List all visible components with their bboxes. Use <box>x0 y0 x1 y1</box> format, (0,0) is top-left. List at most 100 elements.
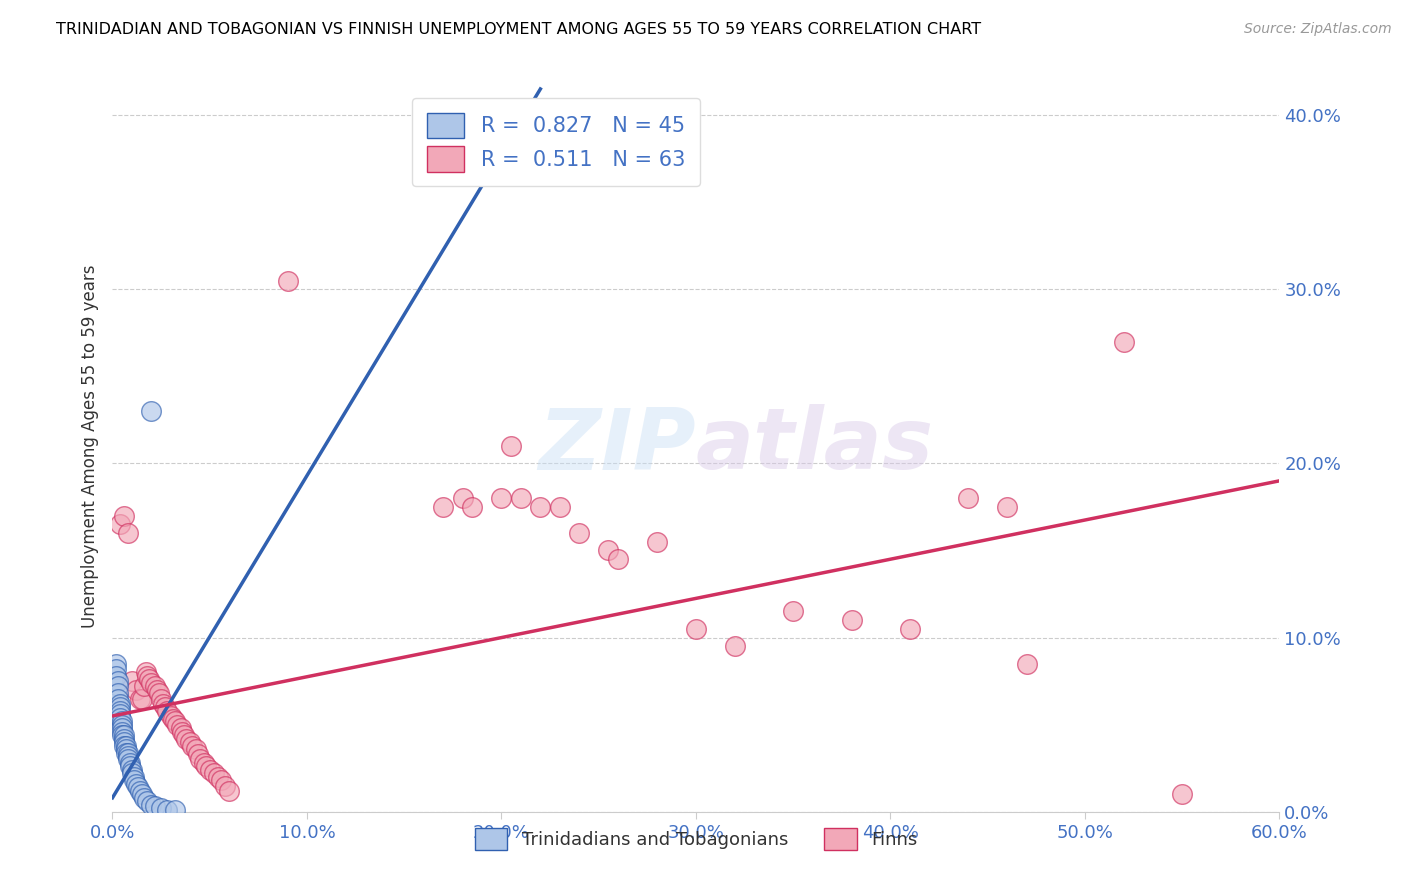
Point <box>105 669 128 683</box>
Point <box>173 728 195 742</box>
Point <box>122 770 145 784</box>
Point <box>146 682 169 697</box>
Point <box>491 491 513 506</box>
Point <box>121 674 143 689</box>
Point <box>432 500 454 514</box>
Point <box>125 682 148 697</box>
Text: TRINIDADIAN AND TOBAGONIAN VS FINNISH UNEMPLOYMENT AMONG AGES 55 TO 59 YEARS COR: TRINIDADIAN AND TOBAGONIAN VS FINNISH UN… <box>56 22 981 37</box>
Point <box>131 691 153 706</box>
Point <box>131 787 153 801</box>
Point <box>143 799 166 814</box>
Point <box>529 500 551 514</box>
Point <box>150 691 173 706</box>
Point <box>163 803 186 817</box>
Point <box>117 526 139 541</box>
Point <box>136 794 159 808</box>
Point <box>841 613 863 627</box>
Point <box>501 439 523 453</box>
Point <box>110 711 132 725</box>
Point <box>176 731 198 746</box>
Point <box>214 779 236 793</box>
Point <box>607 552 630 566</box>
Point <box>141 676 163 690</box>
Point <box>135 665 157 680</box>
Y-axis label: Unemployment Among Ages 55 to 59 years: Unemployment Among Ages 55 to 59 years <box>80 264 98 628</box>
Point <box>156 803 179 817</box>
Point <box>110 704 132 718</box>
Point <box>188 752 211 766</box>
Point <box>156 704 179 718</box>
Point <box>143 679 166 693</box>
Point <box>202 766 225 780</box>
Point <box>111 728 134 742</box>
Point <box>548 500 571 514</box>
Point <box>128 784 150 798</box>
Point <box>118 756 141 770</box>
Point <box>112 728 135 742</box>
Point <box>115 742 138 756</box>
Point <box>957 491 980 506</box>
Point <box>568 526 591 541</box>
Point <box>121 766 143 780</box>
Point <box>107 674 129 689</box>
Point <box>110 517 132 532</box>
Point <box>117 746 139 760</box>
Point <box>162 713 184 727</box>
Point <box>110 700 132 714</box>
Point <box>112 508 135 523</box>
Point <box>166 717 188 731</box>
Point <box>111 717 134 731</box>
Point <box>111 714 134 728</box>
Point <box>451 491 474 506</box>
Point <box>110 697 132 711</box>
Point <box>110 707 132 722</box>
Point <box>138 673 160 687</box>
Point <box>194 759 217 773</box>
Point <box>172 724 194 739</box>
Point <box>187 747 209 762</box>
Point <box>107 679 129 693</box>
Point <box>121 763 143 777</box>
Point <box>198 763 221 777</box>
Point <box>509 491 531 506</box>
Point <box>153 700 176 714</box>
Point <box>209 773 232 788</box>
Text: Source: ZipAtlas.com: Source: ZipAtlas.com <box>1244 22 1392 37</box>
Point <box>132 679 155 693</box>
Point <box>112 735 135 749</box>
Point <box>160 709 183 723</box>
Point <box>136 669 159 683</box>
Point <box>898 622 921 636</box>
Point <box>782 604 804 618</box>
Point <box>115 739 138 753</box>
Point <box>152 697 174 711</box>
Legend: Trinidadians and Tobagonians, Finns: Trinidadians and Tobagonians, Finns <box>467 821 925 857</box>
Point <box>179 735 201 749</box>
Point <box>461 500 484 514</box>
Point <box>122 773 145 788</box>
Point <box>118 759 141 773</box>
Point <box>995 500 1018 514</box>
Point <box>117 752 139 766</box>
Point <box>1015 657 1038 671</box>
Point <box>169 721 191 735</box>
Point <box>141 797 163 812</box>
Text: ZIP: ZIP <box>538 404 696 488</box>
Point <box>105 657 128 671</box>
Point <box>125 777 148 791</box>
Point <box>645 534 668 549</box>
Point <box>276 274 298 288</box>
Point <box>117 749 139 764</box>
Point <box>150 801 173 815</box>
Point <box>132 790 155 805</box>
Point <box>107 691 129 706</box>
Point <box>1112 334 1135 349</box>
Point <box>111 724 134 739</box>
Point <box>107 686 129 700</box>
Point <box>724 640 747 654</box>
Text: atlas: atlas <box>696 404 934 488</box>
Point <box>128 691 150 706</box>
Point <box>207 770 229 784</box>
Point <box>184 742 207 756</box>
Point <box>105 662 128 676</box>
